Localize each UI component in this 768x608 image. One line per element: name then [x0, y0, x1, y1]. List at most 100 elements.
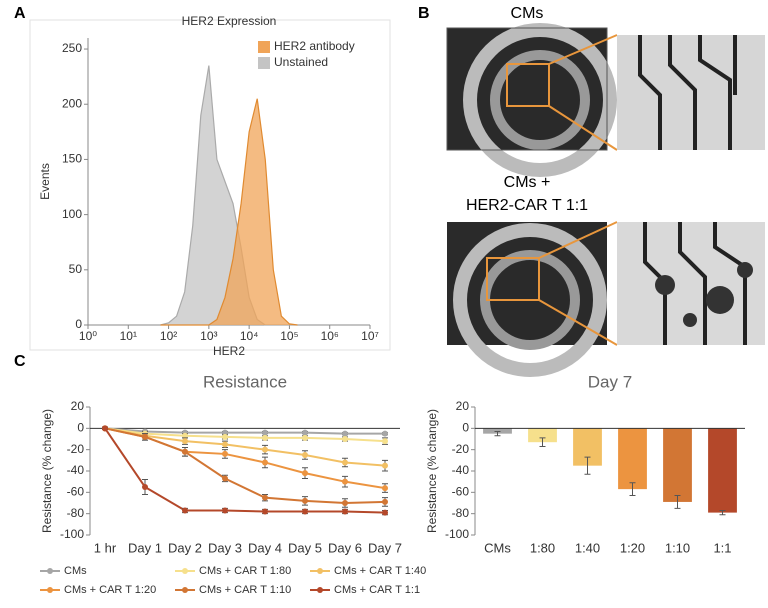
y-tick-label: -60 [452, 485, 470, 499]
x-axis-label: HER2 [213, 344, 245, 358]
y-tick-label: 20 [456, 399, 470, 413]
caption: CMs + [504, 174, 551, 191]
error-bar [674, 495, 681, 509]
point [142, 484, 148, 490]
x-tick-label: 1 hr [94, 540, 117, 555]
error-bar [629, 482, 636, 497]
x-tick-label: Day 2 [168, 540, 202, 555]
legend-swatch [317, 587, 323, 593]
error-bar [719, 509, 726, 516]
y-axis-label: Resistance (% change) [40, 409, 54, 533]
legend-swatch [182, 568, 188, 574]
point [382, 462, 388, 469]
y-tick-label: -40 [452, 463, 470, 477]
point [262, 494, 268, 501]
point [222, 507, 228, 514]
x-tick-label: CMs [484, 540, 511, 555]
point [182, 432, 188, 439]
x-tick-label: 10⁶ [321, 329, 339, 343]
point [222, 475, 228, 482]
error-bar [539, 437, 546, 447]
caption: CMs [511, 5, 544, 22]
bar [528, 428, 557, 443]
y-tick-label: 100 [62, 207, 82, 221]
bar [618, 428, 647, 490]
point [302, 497, 308, 504]
y-tick-label: -100 [60, 527, 84, 541]
bar [663, 428, 692, 502]
y-tick-label: 0 [77, 421, 84, 435]
x-tick-label: 1:20 [620, 540, 645, 555]
panel-frame [29, 19, 391, 351]
x-tick-label: 10⁵ [280, 329, 298, 343]
legend-label: HER2 antibody [274, 39, 355, 53]
x-tick-label: Day 1 [128, 540, 162, 555]
y-tick-label: -60 [67, 485, 85, 499]
legend-label: CMs + CAR T 1:40 [334, 565, 426, 577]
point [382, 498, 388, 505]
y-tick-label: 250 [62, 41, 82, 55]
point [182, 448, 188, 455]
x-tick-label: 1:80 [530, 540, 555, 555]
y-tick-label: 50 [69, 262, 83, 276]
y-tick-label: 0 [75, 317, 82, 331]
panel-label: C [14, 353, 26, 370]
bar [708, 428, 737, 513]
panel-label: B [418, 5, 430, 22]
x-tick-label: 1:40 [575, 540, 600, 555]
legend-swatch [47, 568, 53, 574]
area-fill [160, 65, 298, 325]
point [262, 429, 268, 436]
chart-title: Resistance [203, 372, 287, 391]
point [342, 508, 348, 515]
x-tick-label: Day 5 [288, 540, 322, 555]
point [382, 485, 388, 492]
point [342, 436, 348, 442]
point [342, 459, 348, 466]
point [342, 500, 348, 506]
x-tick-label: 10² [160, 329, 177, 343]
point [262, 434, 268, 441]
chart-title: Day 7 [588, 372, 632, 391]
legend-swatch [258, 57, 270, 69]
x-tick-label: Day 7 [368, 540, 402, 555]
legend-swatch [47, 587, 53, 593]
series-line [104, 427, 386, 514]
series-line [104, 427, 386, 443]
y-axis-label: Resistance (% change) [425, 409, 439, 533]
point [382, 509, 388, 516]
y-tick-label: 200 [62, 96, 82, 110]
x-tick-label: Day 4 [248, 540, 282, 555]
bar [483, 428, 512, 434]
y-tick-label: -80 [452, 506, 470, 520]
area-line [160, 98, 298, 326]
legend-label: Unstained [274, 55, 328, 69]
point [342, 430, 348, 437]
point [182, 507, 188, 514]
point [222, 441, 228, 448]
point [142, 433, 148, 440]
micrograph: CMs CMs + HER2-CAR T 1:1 [446, 5, 765, 377]
y-tick-label: -40 [67, 463, 85, 477]
point [382, 430, 388, 437]
legend-swatch [258, 41, 270, 53]
point [222, 429, 228, 436]
x-tick-label: 1:10 [665, 540, 690, 555]
panel-label: A [14, 5, 26, 22]
x-tick-label: 1:1 [713, 540, 731, 555]
error-bar [584, 456, 591, 475]
point [302, 452, 308, 458]
chart-title: HER2 Expression [182, 14, 277, 28]
legend-label: CMs + CAR T 1:1 [334, 584, 420, 596]
x-tick-label: 10¹ [120, 329, 137, 343]
y-tick-label: -100 [445, 527, 469, 541]
point [222, 433, 228, 440]
legend-label: CMs + CAR T 1:20 [64, 584, 156, 596]
point [102, 425, 108, 432]
point [262, 459, 268, 466]
series-line [104, 427, 386, 467]
point [222, 450, 228, 457]
area-fill [160, 98, 298, 325]
point [302, 508, 308, 515]
legend-label: CMs [64, 565, 87, 577]
